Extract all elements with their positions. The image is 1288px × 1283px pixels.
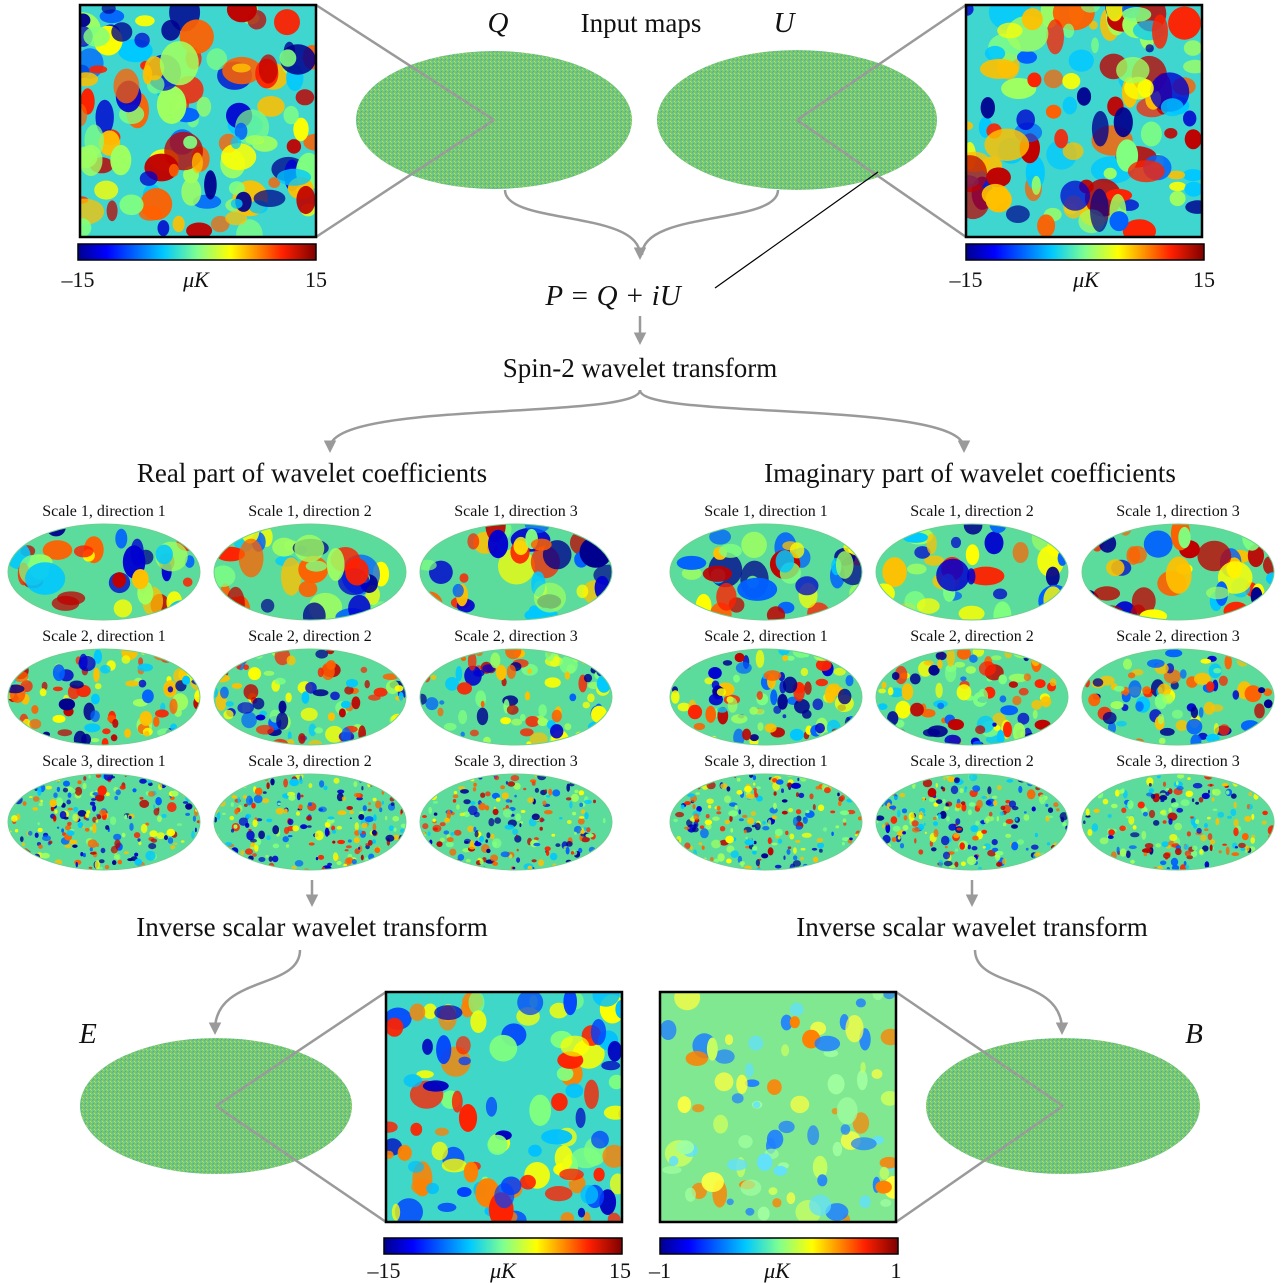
imag-map-label: Scale 2, direction 2 <box>910 628 1034 645</box>
zoom-line <box>895 990 1064 1108</box>
b-colorbar-max: 1 <box>891 1258 902 1283</box>
u-colorbar <box>965 243 1205 261</box>
imag-map-s2-d3: Scale 2, direction 3 <box>1081 628 1275 746</box>
real-map-s2-d3: Scale 2, direction 3 <box>419 628 613 746</box>
u-colorbar-unit: μK <box>1072 267 1100 292</box>
b-label: B <box>1185 1018 1203 1050</box>
zoom-line <box>796 3 967 122</box>
real-map-label: Scale 2, direction 2 <box>248 628 372 645</box>
to-real-arrow <box>323 389 642 453</box>
real-coefficient-grid: Scale 1, direction 1 Scale 1, direction 2… <box>7 503 613 871</box>
real-map-s2-d2: Scale 2, direction 2 <box>213 628 407 746</box>
b-zoom-patch <box>660 992 896 1222</box>
imag-map-s1-d1: Scale 1, direction 1 <box>669 503 863 621</box>
real-map-s2-d1: Scale 2, direction 1 <box>7 628 201 746</box>
b-colorbar-min: –1 <box>648 1258 671 1283</box>
spin2-transform-title: Spin-2 wavelet transform <box>503 353 777 383</box>
imag-map-label: Scale 2, direction 3 <box>1116 628 1240 645</box>
real-map-label: Scale 3, direction 1 <box>42 753 166 770</box>
imag-map-label: Scale 2, direction 1 <box>704 628 828 645</box>
q-label: Q <box>488 7 509 39</box>
imag-map-s1-d2: Scale 1, direction 2 <box>875 503 1069 621</box>
imag-map-label: Scale 3, direction 2 <box>910 753 1034 770</box>
e-colorbar-unit: μK <box>489 1258 517 1283</box>
zoom-line <box>315 118 495 239</box>
inverse-right-title: Inverse scalar wavelet transform <box>796 912 1148 942</box>
real-map-label: Scale 1, direction 2 <box>248 503 372 520</box>
imag-map-label: Scale 1, direction 1 <box>704 503 828 520</box>
u-colorbar-max: 15 <box>1193 267 1215 292</box>
zoom-line <box>215 990 387 1108</box>
real-map-s3-d2: Scale 3, direction 2 <box>213 753 407 871</box>
u-to-p-arrow <box>640 189 780 256</box>
inverse-to-e-arrow <box>208 949 302 1035</box>
zoom-line <box>215 1104 387 1224</box>
e-colorbar <box>383 1237 623 1255</box>
b-colorbar <box>659 1237 899 1255</box>
inverse-left-title: Inverse scalar wavelet transform <box>136 912 488 942</box>
real-map-label: Scale 3, direction 3 <box>454 753 578 770</box>
b-colorbar-unit: μK <box>763 1258 791 1283</box>
zoom-line <box>796 118 967 239</box>
imag-map-s2-d1: Scale 2, direction 1 <box>669 628 863 746</box>
q-colorbar <box>77 243 317 261</box>
e-colorbar-max: 15 <box>609 1258 631 1283</box>
imag-map-label: Scale 1, direction 2 <box>910 503 1034 520</box>
real-map-label: Scale 2, direction 1 <box>42 628 166 645</box>
imag-map-s3-d2: Scale 3, direction 2 <box>875 753 1069 871</box>
inverse-to-b-arrow <box>973 949 1069 1035</box>
real-map-label: Scale 1, direction 1 <box>42 503 166 520</box>
real-map-s1-d2: Scale 1, direction 2 <box>213 503 407 621</box>
u-label: U <box>774 7 797 39</box>
u-colorbar-min: –15 <box>949 267 983 292</box>
q-colorbar-max: 15 <box>305 267 327 292</box>
p-formula: P = Q + iU <box>544 280 682 312</box>
e-label: E <box>78 1018 97 1050</box>
e-zoom-patch <box>386 992 622 1222</box>
real-map-s3-d3: Scale 3, direction 3 <box>419 753 613 871</box>
u-pointer-line <box>714 171 879 289</box>
imag-map-s2-d2: Scale 2, direction 2 <box>875 628 1069 746</box>
input-maps-title: Input maps <box>581 8 702 38</box>
e-colorbar-min: –15 <box>367 1258 401 1283</box>
imag-coefficient-grid: Scale 1, direction 1 Scale 1, direction 2… <box>669 503 1275 871</box>
real-map-label: Scale 2, direction 3 <box>454 628 578 645</box>
u-zoom-patch <box>966 5 1202 237</box>
q-to-p-arrow <box>503 189 647 260</box>
real-map-s1-d1: Scale 1, direction 1 <box>7 503 201 621</box>
imag-map-label: Scale 1, direction 3 <box>1116 503 1240 520</box>
q-colorbar-min: –15 <box>61 267 95 292</box>
zoom-line <box>895 1104 1064 1224</box>
imag-map-label: Scale 3, direction 1 <box>704 753 828 770</box>
real-panel-title: Real part of wavelet coefficients <box>137 458 487 488</box>
real-map-s1-d3: Scale 1, direction 3 <box>419 503 613 621</box>
q-zoom-patch <box>80 5 316 237</box>
imag-map-s1-d3: Scale 1, direction 3 <box>1081 503 1275 621</box>
imag-map-s3-d1: Scale 3, direction 1 <box>669 753 863 871</box>
q-colorbar-unit: μK <box>182 267 210 292</box>
zoom-line <box>315 3 495 122</box>
real-map-s3-d1: Scale 3, direction 1 <box>7 753 201 871</box>
imag-panel-title: Imaginary part of wavelet coefficients <box>764 458 1176 488</box>
to-imag-arrow <box>638 389 971 453</box>
imag-map-s3-d3: Scale 3, direction 3 <box>1081 753 1275 871</box>
real-map-label: Scale 3, direction 2 <box>248 753 372 770</box>
imag-map-label: Scale 3, direction 3 <box>1116 753 1240 770</box>
real-map-label: Scale 1, direction 3 <box>454 503 578 520</box>
